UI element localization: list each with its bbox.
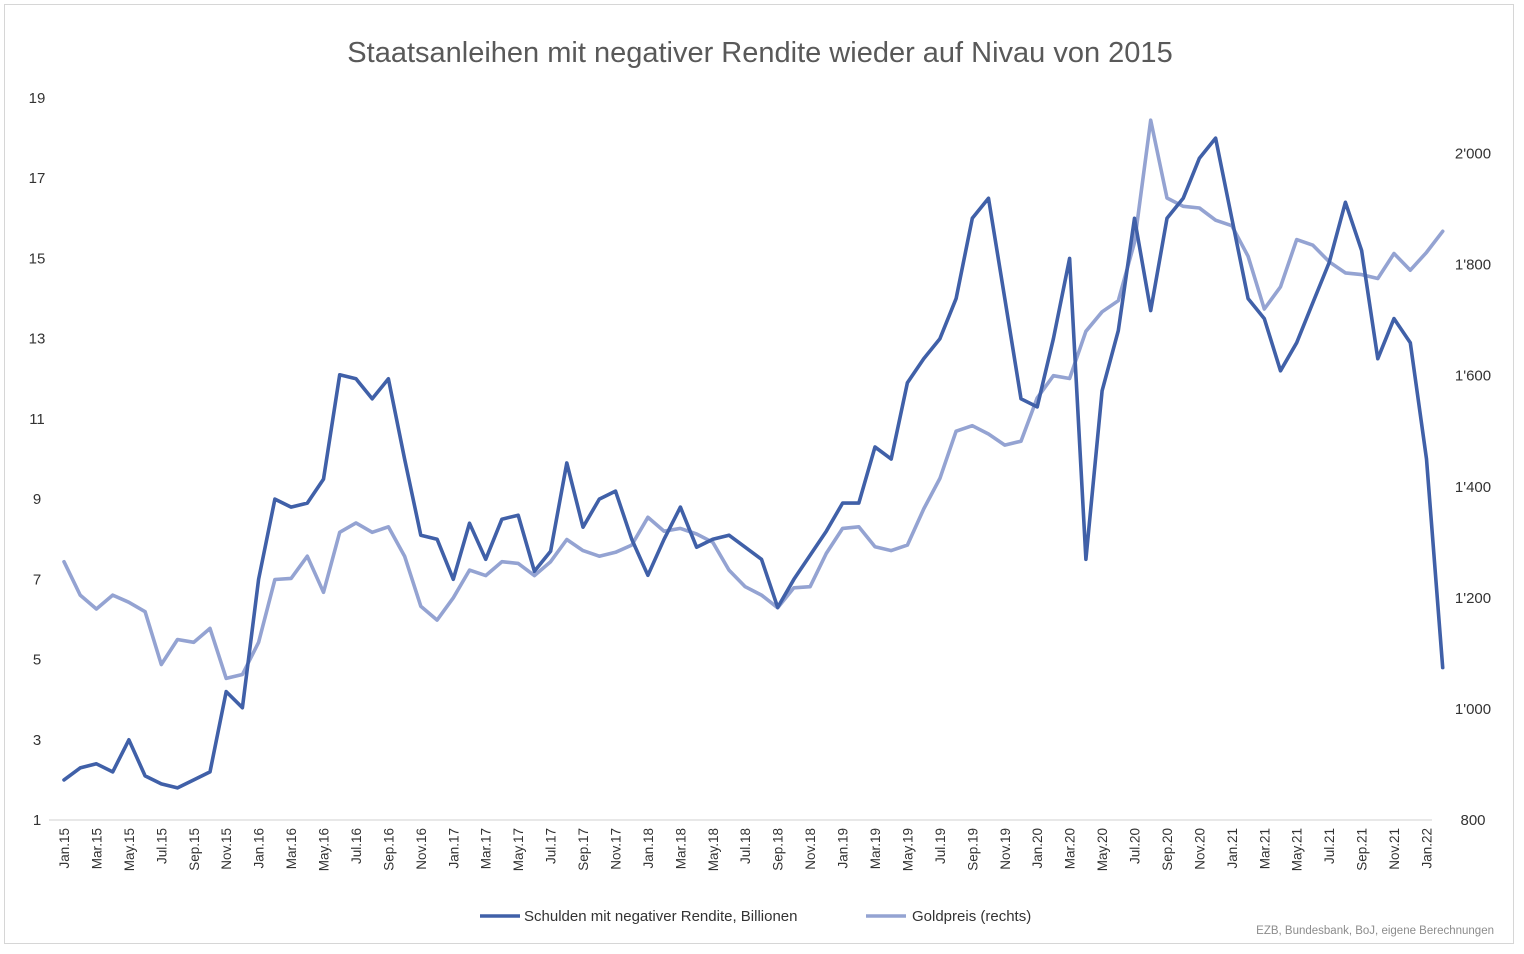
x-tick-label: Nov.17	[608, 828, 623, 870]
x-axis: Jan.15 Mar.15 May.15 Jul.15 Sep.15 Nov.15 Jan.…	[57, 828, 1434, 871]
legend-label: Goldpreis (rechts)	[912, 908, 1031, 925]
x-tick-label: Jan.20	[1030, 828, 1045, 869]
chart-frame	[4, 4, 1514, 944]
x-tick-label: Sep.20	[1160, 828, 1175, 871]
x-tick-label: Jan.21	[1225, 828, 1240, 869]
left-tick-label: 1	[33, 812, 41, 829]
x-tick-label: Jul.18	[738, 828, 753, 864]
x-tick-label: Mar.21	[1257, 828, 1272, 869]
x-tick-label: May.19	[900, 828, 915, 871]
x-tick-label: Jul.19	[933, 828, 948, 864]
right-axis: 800 1'000 1'200 1'400 1'600 1'800 2'000	[1455, 146, 1491, 829]
x-tick-label: Sep.18	[771, 828, 786, 871]
x-tick-label: Sep.17	[576, 828, 591, 871]
x-tick-label: Jul.15	[154, 828, 169, 864]
right-tick-label: 800	[1460, 812, 1485, 829]
x-tick-label: Sep.16	[381, 828, 396, 871]
right-tick-label: 1'600	[1455, 368, 1491, 385]
x-tick-label: Nov.16	[414, 828, 429, 870]
series-line-debt	[62, 136, 1445, 790]
left-tick-label: 13	[29, 331, 46, 348]
x-tick-label: May.15	[122, 828, 137, 871]
x-tick-label: Jan.16	[252, 828, 267, 869]
x-tick-label: May.20	[1095, 828, 1110, 871]
x-tick-label: Nov.15	[219, 828, 234, 870]
x-tick-label: Sep.15	[187, 828, 202, 871]
x-tick-label: Sep.19	[965, 828, 980, 871]
left-tick-label: 19	[29, 90, 46, 107]
x-tick-label: Nov.19	[998, 828, 1013, 870]
left-tick-label: 5	[33, 652, 41, 669]
x-tick-label: Jul.16	[349, 828, 364, 864]
x-tick-label: May.18	[706, 828, 721, 871]
left-tick-label: 7	[33, 571, 41, 588]
right-tick-label: 1'000	[1455, 701, 1491, 718]
right-tick-label: 2'000	[1455, 146, 1491, 163]
x-tick-label: May.16	[317, 828, 332, 871]
left-tick-label: 17	[29, 170, 46, 187]
x-tick-label: Jul.20	[1128, 828, 1143, 864]
x-tick-label: Mar.15	[89, 828, 104, 869]
x-tick-label: Mar.17	[479, 828, 494, 869]
x-tick-label: Nov.20	[1192, 828, 1207, 870]
x-tick-label: May.17	[511, 828, 526, 871]
x-tick-label: Mar.20	[1063, 828, 1078, 869]
x-tick-label: Mar.16	[284, 828, 299, 869]
right-tick-label: 1'200	[1455, 590, 1491, 607]
x-tick-label: Jan.22	[1419, 828, 1434, 869]
legend: Schulden mit negativer Rendite, Billione…	[480, 908, 1031, 925]
source-note: EZB, Bundesbank, BoJ, eigene Berechnunge…	[1256, 925, 1494, 937]
legend-label: Schulden mit negativer Rendite, Billione…	[524, 908, 798, 925]
x-tick-label: Jan.18	[641, 828, 656, 869]
left-tick-label: 15	[29, 250, 46, 267]
x-tick-label: Mar.18	[673, 828, 688, 869]
series-group	[62, 118, 1445, 790]
x-tick-label: May.21	[1290, 828, 1305, 871]
x-tick-label: Sep.21	[1355, 828, 1370, 871]
right-tick-label: 1'800	[1455, 257, 1491, 274]
x-tick-label: Jan.17	[446, 828, 461, 869]
series-line-gold	[62, 118, 1445, 681]
x-tick-label: Jan.15	[57, 828, 72, 869]
right-tick-label: 1'400	[1455, 479, 1491, 496]
x-tick-label: Nov.18	[803, 828, 818, 870]
x-tick-label: Jul.17	[544, 828, 559, 864]
x-tick-label: Jan.19	[836, 828, 851, 869]
left-tick-label: 3	[33, 732, 41, 749]
x-tick-label: Nov.21	[1387, 828, 1402, 870]
x-tick-label: Mar.19	[868, 828, 883, 869]
chart-title: Staatsanleihen mit negativer Rendite wie…	[347, 37, 1172, 69]
left-tick-label: 11	[29, 411, 45, 428]
left-tick-label: 9	[33, 491, 41, 508]
x-tick-label: Jul.21	[1322, 828, 1337, 864]
